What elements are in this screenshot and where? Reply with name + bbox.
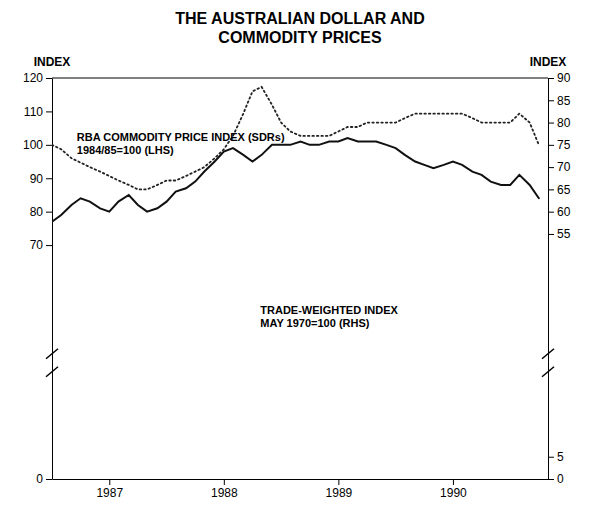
line: [52, 87, 539, 189]
tick-label: 70: [30, 238, 44, 252]
tick: 1990: [440, 479, 467, 500]
tick-label: 1989: [326, 486, 353, 500]
tick-label: 110: [24, 105, 43, 119]
tick-mark: [109, 479, 110, 485]
axis-line: [52, 79, 53, 480]
tick: 110: [24, 105, 52, 119]
tick-mark: [548, 189, 554, 190]
axis-line: [548, 79, 549, 480]
tick-label: 5: [557, 450, 564, 464]
series-label: RBA COMMODITY PRICE INDEX (SDRs)1984/85=…: [77, 131, 285, 156]
tick-mark: [453, 479, 454, 485]
y2-axis-label: INDEX: [530, 55, 567, 69]
tick-label: 90: [30, 172, 44, 186]
tick-label: 55: [557, 227, 571, 241]
tick-mark: [548, 123, 554, 124]
line: [52, 138, 539, 222]
frame: [52, 78, 548, 79]
tick: 85: [548, 94, 571, 108]
tick-mark: [548, 145, 554, 146]
tick: 80: [30, 205, 52, 219]
tick: 1989: [326, 479, 353, 500]
tick-label: 0: [36, 472, 43, 486]
tick: 70: [548, 160, 571, 174]
tick: 70: [30, 238, 52, 252]
tick-label: 80: [557, 116, 571, 130]
tick-label: 65: [557, 183, 571, 197]
tick: 60: [548, 205, 571, 219]
tick-mark: [46, 145, 52, 146]
tick-label: 120: [23, 71, 43, 85]
axis-break: [46, 367, 58, 377]
tick-label: 100: [23, 138, 43, 152]
tick-mark: [46, 479, 52, 480]
y-axis: 0 70 80 90 100 110 120: [23, 71, 53, 486]
tick-mark: [548, 479, 554, 480]
tick-label: 1987: [96, 486, 123, 500]
tick: 120: [23, 71, 52, 85]
axis-line: [53, 479, 549, 480]
series-label: TRADE-WEIGHTED INDEXMAY 1970=100 (RHS): [260, 304, 398, 329]
y-axis-label: INDEX: [34, 55, 71, 69]
tick-mark: [548, 457, 554, 458]
tick: 90: [548, 71, 571, 85]
y2-axis: 055560657075808590: [548, 71, 571, 486]
tick: 1987: [96, 479, 123, 500]
tick-label: 75: [557, 138, 571, 152]
plot: 1987198819891990070809010011012005556065…: [23, 71, 571, 499]
tick-mark: [548, 167, 554, 168]
tick-mark: [46, 212, 52, 213]
tick-mark: [46, 111, 52, 112]
tick-mark: [548, 234, 554, 235]
lines: [52, 87, 539, 222]
tick-mark: [548, 78, 554, 79]
tick-label: 0: [557, 472, 564, 486]
tick-label: 80: [30, 205, 44, 219]
tick: 5: [548, 450, 564, 464]
tick-mark: [46, 78, 52, 79]
tick: 1988: [211, 479, 238, 500]
axis-break: [542, 349, 554, 359]
x-axis: 1987 1988 1989 1990: [53, 479, 549, 500]
tick-mark: [548, 100, 554, 101]
tick-mark: [338, 479, 339, 485]
tick: 75: [548, 138, 571, 152]
tick-mark: [46, 245, 52, 246]
title: THE AUSTRALIAN DOLLAR ANDCOMMODITY PRICE…: [175, 10, 424, 46]
tick-mark: [46, 178, 52, 179]
tick: 0: [548, 472, 564, 486]
tick-label: 60: [557, 205, 571, 219]
tick: 80: [548, 116, 571, 130]
tick-label: 1990: [440, 486, 467, 500]
chart: THE AUSTRALIAN DOLLAR ANDCOMMODITY PRICE…: [0, 0, 600, 519]
tick: 90: [30, 172, 52, 186]
axis-break: [542, 367, 554, 377]
tick-mark: [548, 212, 554, 213]
tick-label: 1988: [211, 486, 238, 500]
tick: 100: [23, 138, 52, 152]
tick-label: 70: [557, 160, 571, 174]
tick: 0: [36, 472, 52, 486]
tick-label: 85: [557, 94, 571, 108]
tick: 55: [548, 227, 571, 241]
tick-label: 90: [557, 71, 571, 85]
tick-mark: [224, 479, 225, 485]
tick: 65: [548, 183, 571, 197]
axis-break: [46, 349, 58, 359]
